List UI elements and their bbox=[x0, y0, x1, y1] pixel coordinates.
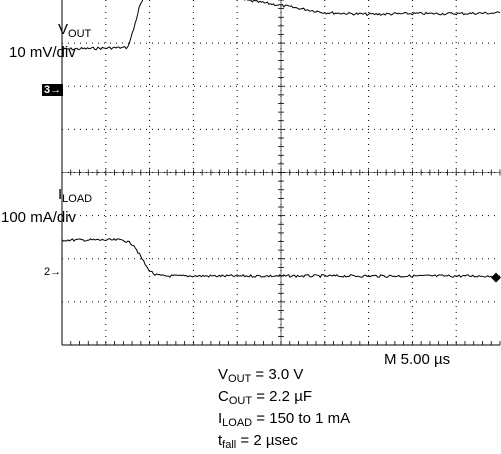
iload-scale-label: 100 mA/div bbox=[1, 209, 77, 226]
vout-scale-label: 10 mV/div bbox=[9, 44, 76, 61]
note-iload: ILOAD = 150 to 1 mA bbox=[218, 410, 351, 429]
note-tfall: tfall = 2 µsec bbox=[218, 432, 298, 451]
iload-channel-label: ILOAD bbox=[58, 186, 93, 206]
iload-ground-marker: 2→ bbox=[44, 266, 62, 278]
test-conditions: VOUT = 3.0 V COUT = 2.2 µF ILOAD = 150 t… bbox=[218, 366, 350, 454]
note-vout: VOUT = 3.0 V bbox=[218, 366, 304, 385]
vout-ground-marker: 3→ bbox=[42, 84, 64, 96]
timebase-label: M 5.00 µs bbox=[384, 351, 451, 368]
note-cout: COUT = 2.2 µF bbox=[218, 388, 312, 407]
trigger-level-marker: ◆ bbox=[491, 269, 501, 284]
iload-trace bbox=[61, 238, 501, 279]
vout-channel-label: VOUT bbox=[58, 21, 92, 41]
vout-trace bbox=[61, 0, 501, 51]
